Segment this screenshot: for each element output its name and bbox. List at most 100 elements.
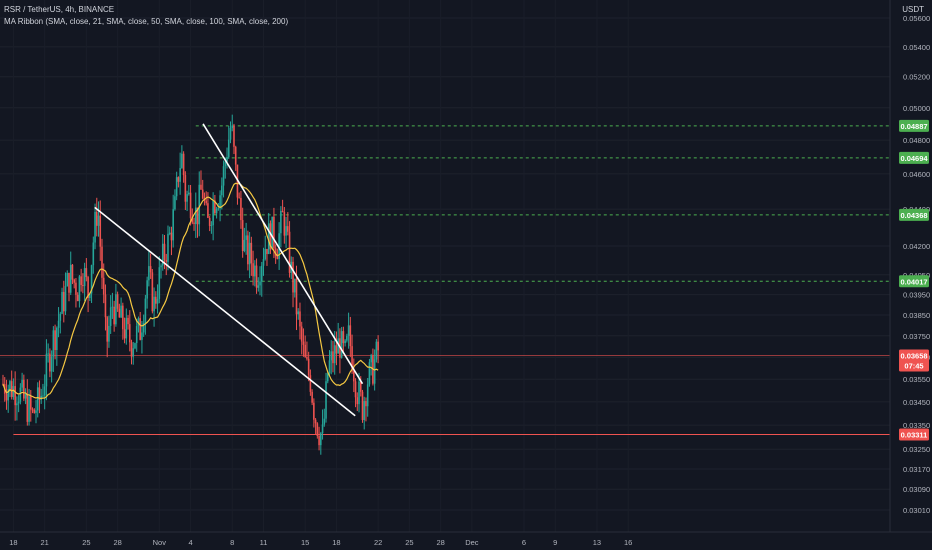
candle-body [269,223,272,250]
candle-body [227,139,230,158]
candle-body [287,226,289,232]
horizontal-levels[interactable] [0,125,890,435]
time-tick-label: 9 [553,538,557,547]
candle-body [82,285,84,287]
candle-body [87,277,89,299]
candle-body [267,223,270,255]
candle-body [313,402,315,420]
candle-body [297,311,300,315]
symbol-title[interactable]: RSR / TetherUS, 4h, BINANCE [4,5,115,14]
candle-body [137,318,140,327]
candle-body [149,266,152,273]
candle-body [69,264,72,293]
candle-body [354,381,357,398]
candle-body [5,393,8,401]
candle-body [304,344,306,358]
candle-body [342,331,345,344]
candle-body [306,357,308,359]
candle-body [255,265,258,288]
price-tick-label: 0.03750 [903,332,930,341]
indicator-legend[interactable]: MA Ribbon (SMA, close, 21, SMA, close, 5… [4,17,289,26]
candle-body [353,371,355,382]
candle-body [21,379,23,388]
candle-body [38,387,41,400]
candle-body [85,268,88,278]
candle-body [231,125,234,129]
candle-body [257,285,260,288]
candle-body [373,359,376,384]
candle-body [71,264,74,280]
candle-body [344,340,346,344]
candle-body [271,216,273,250]
candle-body [75,282,77,295]
candle-body [148,266,150,281]
candle-body [351,346,353,372]
candle-body [167,233,169,262]
level-badge-value: 0.04017 [900,277,927,286]
candle-body [57,320,60,328]
candle-body [302,341,305,345]
candle-body [328,360,331,374]
candle-body [23,379,25,399]
candle-body [28,396,30,422]
trendline-upper[interactable] [202,123,364,385]
candle-body [19,387,22,402]
candle-body [332,351,334,364]
candle-body [359,381,362,392]
candle-body [201,189,204,199]
candle-body [349,325,352,347]
candle-body [16,403,18,406]
level-badge [899,151,929,164]
candle-body [368,362,371,385]
candle-body [135,326,138,344]
candle-body [123,329,126,339]
candle-body [170,232,173,241]
time-tick-label: 8 [230,538,234,547]
candle-body [102,277,105,295]
candle-body [36,387,39,411]
candle-body [210,225,213,226]
trendline-lower[interactable] [94,206,356,417]
time-tick-label: 18 [9,538,17,547]
price-tick-label: 0.03350 [903,421,930,430]
candle-body [314,419,317,424]
candle-body [54,330,56,351]
candle-body [219,195,221,209]
candle-body [89,293,91,299]
time-tick-label: Dec [465,538,479,547]
price-tick-label: 0.03450 [903,398,930,407]
candle-body [116,294,119,309]
candle-body [120,305,122,318]
candle-body [73,279,76,283]
candle-body [321,424,324,434]
candle-body [266,249,268,255]
candle-body [205,200,207,204]
level-badge-value: 0.04694 [900,154,928,163]
candle-body [248,242,251,265]
ma-ribbon [2,182,379,400]
currency-label: USDT [902,5,924,14]
price-tick-label: 0.03850 [903,311,930,320]
trendlines[interactable] [94,123,364,417]
time-tick-label: 15 [301,538,309,547]
candle-body [76,294,79,302]
candle-body [198,184,201,225]
time-tick-label: 11 [260,538,268,547]
candle-body [179,167,181,182]
candle-body [17,401,20,404]
candle-body [141,332,143,340]
candle-body [151,272,154,312]
candle-body [130,342,133,357]
time-tick-label: 16 [624,538,632,547]
price-tick-label: 0.03950 [903,291,930,300]
candle-body [128,324,131,343]
candle-body [318,436,320,446]
time-axis[interactable]: 18 21 25 28 Nov 4 8 11 15 18 22 25 28 Dec 6 9 13 16 [9,538,632,547]
candle-body [300,326,303,342]
time-tick-label: 28 [113,538,121,547]
candle-body [325,381,327,419]
price-tick-label: 0.03010 [903,506,930,515]
current-price-badge [899,349,929,372]
candle-body [221,185,223,196]
